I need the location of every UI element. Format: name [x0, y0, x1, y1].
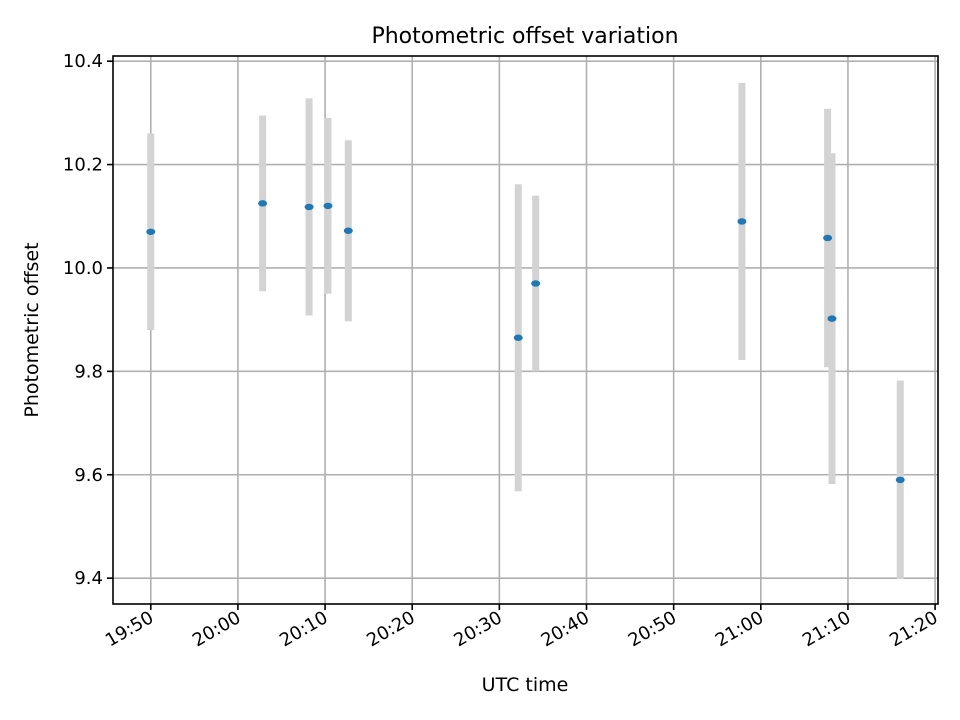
data-point: [513, 334, 523, 341]
error-bars: [147, 82, 904, 580]
x-tick-label: 20:00: [189, 607, 244, 651]
data-point: [737, 218, 747, 225]
y-tick-label: 10.0: [63, 258, 103, 279]
data-point: [323, 202, 333, 210]
data-points: [146, 200, 905, 484]
y-axis: 9.4 9.6 9.8 10.0 10.2 10.4: [63, 51, 113, 589]
x-tick-label: 20:30: [450, 607, 505, 651]
grid: [113, 56, 938, 604]
data-point: [258, 200, 268, 207]
x-tick-label: 20:20: [363, 607, 418, 651]
data-point: [827, 315, 837, 322]
x-tick-label: 21:00: [712, 607, 767, 651]
x-tick-label: 20:50: [625, 607, 680, 651]
y-tick-label: 10.2: [63, 155, 103, 176]
y-tick-label: 10.4: [63, 51, 103, 72]
x-tick-label: 21:10: [799, 607, 854, 651]
x-axis-label: UTC time: [482, 674, 569, 696]
x-axis: 19:50 20:00 20:10 20:20 20:30 20:40 20:50 21:00…: [102, 604, 942, 651]
data-point: [895, 476, 905, 484]
plot-frame: [112, 55, 939, 605]
x-tick-label: 21:20: [886, 607, 941, 651]
data-point: [304, 203, 314, 211]
y-tick-label: 9.4: [74, 568, 103, 589]
data-point: [343, 227, 353, 234]
data-point: [146, 228, 156, 235]
y-axis-label: Photometric offset: [21, 242, 43, 417]
y-tick-label: 9.8: [74, 361, 103, 382]
data-point: [823, 234, 833, 242]
data-point: [531, 280, 541, 287]
x-tick-label: 20:40: [538, 607, 593, 651]
y-tick-label: 9.6: [74, 465, 103, 486]
chart-title: Photometric offset variation: [371, 24, 678, 49]
x-tick-label: 19:50: [102, 607, 157, 651]
x-tick-label: 20:10: [276, 607, 331, 651]
